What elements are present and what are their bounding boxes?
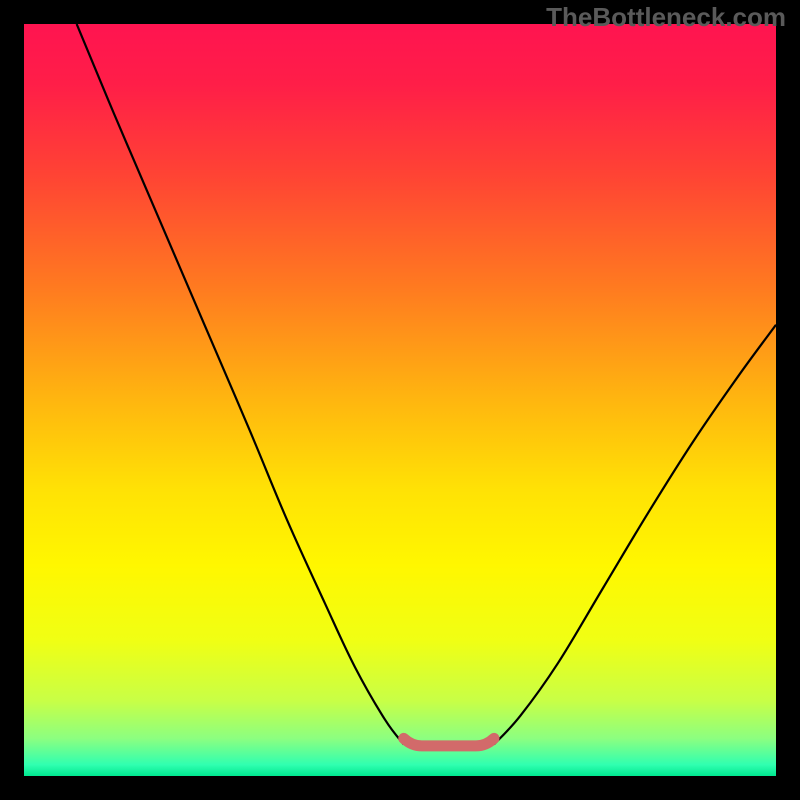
watermark-text: TheBottleneck.com [546, 2, 786, 33]
curve-overlay [24, 24, 776, 776]
curve-right-branch [494, 325, 776, 745]
curve-left-branch [77, 24, 404, 744]
chart-container: TheBottleneck.com [0, 0, 800, 800]
plot-area [24, 24, 776, 776]
optimal-range-band [404, 738, 494, 746]
